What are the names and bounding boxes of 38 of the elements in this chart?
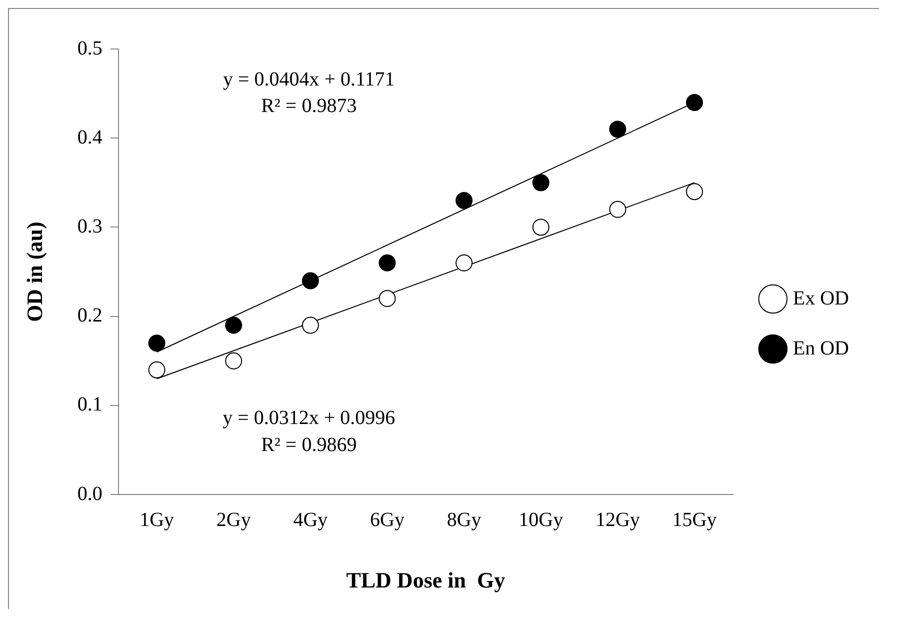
- y-axis-title: OD in (au): [22, 222, 47, 322]
- point: [225, 352, 242, 370]
- point: [686, 183, 703, 200]
- x-tick-label: 6Gy: [370, 508, 404, 531]
- point: [378, 254, 396, 272]
- y-tick-label: 0.5: [77, 37, 102, 60]
- legend-label: Ex OD: [792, 287, 850, 310]
- y-tick-label: 0.4: [77, 126, 102, 148]
- point: [686, 94, 703, 111]
- point: [225, 316, 242, 334]
- x-tick-label: 10Gy: [518, 508, 564, 531]
- point: [609, 120, 626, 138]
- x-tick-label: 8Gy: [446, 508, 482, 531]
- x-tick-label: 2Gy: [216, 508, 251, 531]
- point: [302, 272, 319, 290]
- point: [378, 290, 396, 308]
- point: [532, 218, 550, 236]
- legend-label: En OD: [792, 337, 850, 360]
- x-tick-label: 12Gy: [595, 508, 640, 531]
- point: [148, 361, 166, 378]
- annotation: R² = 0.9869: [261, 434, 357, 456]
- y-tick-label: 0.1: [77, 394, 102, 416]
- point: [302, 316, 319, 334]
- y-tick-label: 0.3: [77, 215, 102, 238]
- x-tick-label: 4Gy: [293, 508, 328, 531]
- point: [532, 174, 550, 192]
- y-tick-label: 0.2: [77, 304, 102, 327]
- x-tick-label: 1Gy: [140, 508, 174, 531]
- point: [148, 334, 166, 352]
- point: [456, 254, 473, 272]
- point: [609, 200, 626, 218]
- annotation: y = 0.0404x + 0.1171: [222, 68, 395, 90]
- annotation: y = 0.0312x + 0.0996: [222, 407, 396, 430]
- y-tick-label: 0.0: [77, 482, 102, 505]
- x-axis-title: TLD Dose in Gy: [346, 567, 506, 592]
- point: [456, 192, 473, 210]
- annotation: R² = 0.9873: [261, 95, 357, 118]
- x-tick-label: 15Gy: [672, 508, 717, 531]
